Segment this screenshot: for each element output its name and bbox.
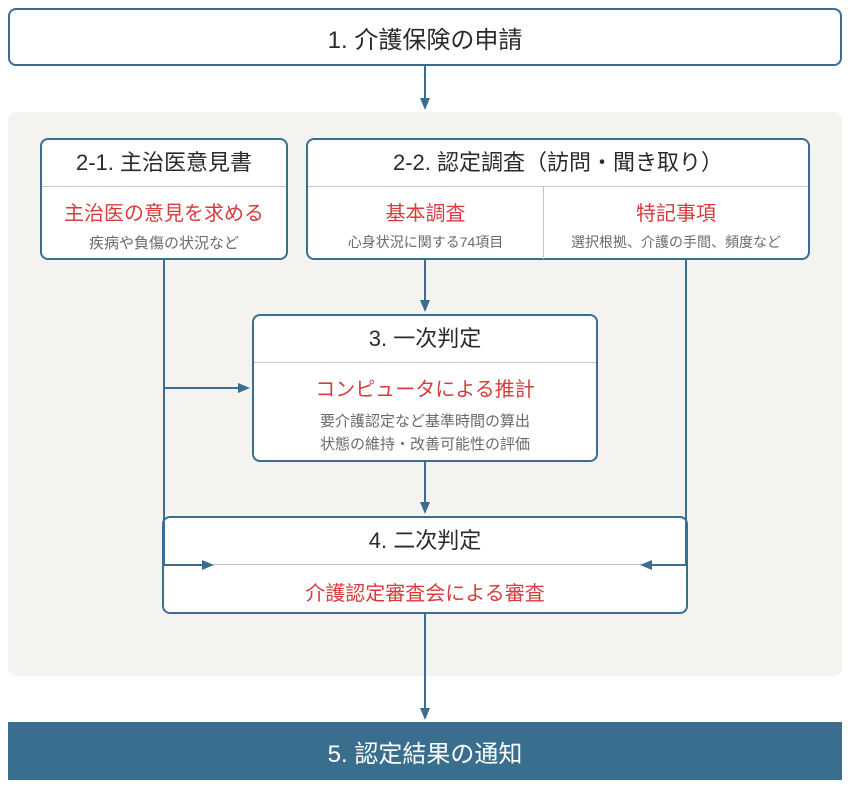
- arrows-layer: [0, 0, 850, 789]
